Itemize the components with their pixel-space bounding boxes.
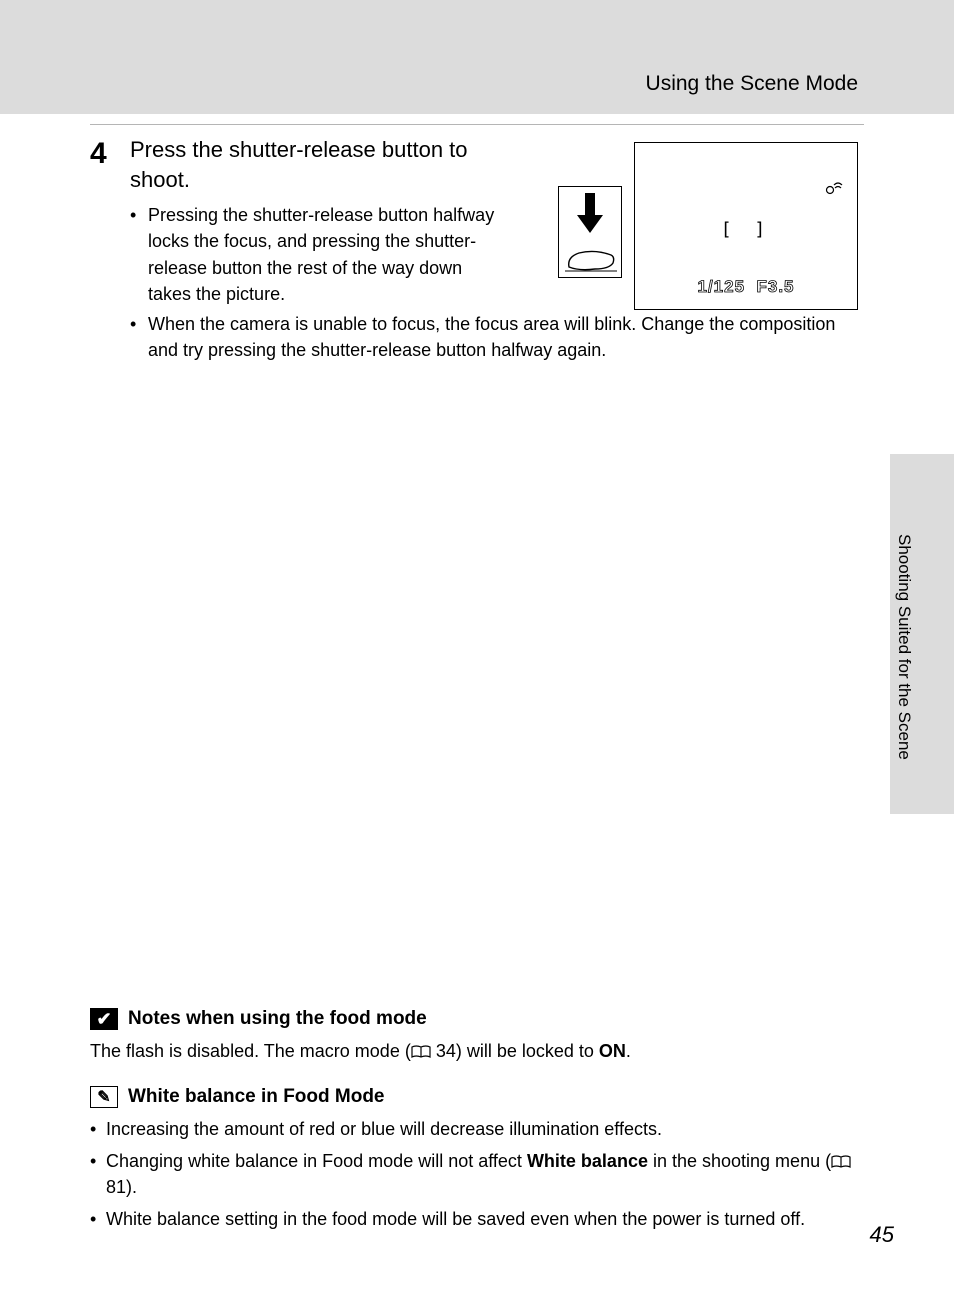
focus-brackets: [ ] — [635, 219, 857, 240]
note-title: Notes when using the food mode — [128, 1008, 427, 1030]
note-title: White balance in Food Mode — [128, 1086, 385, 1108]
top-band — [0, 0, 954, 114]
note-item: Increasing the amount of red or blue wil… — [90, 1116, 864, 1142]
page-number: 45 — [870, 1222, 894, 1248]
finger-icon — [565, 243, 617, 273]
book-icon — [411, 1045, 431, 1059]
text: 34) will be locked to — [431, 1041, 599, 1061]
note-heading: ✎ White balance in Food Mode — [90, 1086, 864, 1108]
shutter-speed: 1/125 — [697, 277, 745, 296]
on-label: ON — [599, 1041, 626, 1061]
note-item: Changing white balance in Food mode will… — [90, 1148, 864, 1200]
note-list: Increasing the amount of red or blue wil… — [90, 1116, 864, 1232]
lcd-readout: 1/125 F3.5 — [635, 277, 857, 297]
text: in the shooting menu ( — [648, 1151, 831, 1171]
side-tab-label: Shooting Suited for the Scene — [894, 534, 914, 760]
section-header: Using the Scene Mode — [646, 72, 858, 96]
book-icon — [831, 1155, 851, 1169]
notes-area: ✔ Notes when using the food mode The fla… — [90, 1008, 864, 1238]
arrow-down-icon — [577, 193, 603, 233]
note-heading: ✔ Notes when using the food mode — [90, 1008, 864, 1030]
step-heading: Press the shutter-release button to shoo… — [130, 135, 520, 194]
check-icon: ✔ — [90, 1008, 118, 1030]
step-number: 4 — [90, 139, 116, 169]
note-body: The flash is disabled. The macro mode ( … — [90, 1038, 864, 1064]
divider — [90, 124, 864, 125]
pencil-icon: ✎ — [90, 1086, 118, 1108]
bullet-item: Pressing the shutter-release button half… — [130, 202, 500, 306]
lcd-illustration: [ ] 1/125 F3.5 — [634, 142, 858, 310]
text: 81). — [106, 1177, 137, 1197]
text: Changing white balance in Food mode will… — [106, 1151, 527, 1171]
note-item: White balance setting in the food mode w… — [90, 1206, 864, 1232]
text: The flash is disabled. The macro mode ( — [90, 1041, 411, 1061]
shutter-press-illustration — [558, 186, 622, 278]
bold-text: White balance — [527, 1151, 648, 1171]
illustration-group: [ ] 1/125 F3.5 — [558, 142, 858, 310]
text: . — [626, 1041, 631, 1061]
af-icon — [825, 181, 843, 195]
aperture: F3.5 — [756, 277, 794, 296]
page: Using the Scene Mode 4 Press the shutter… — [0, 0, 954, 1314]
bullet-item: When the camera is unable to focus, the … — [130, 311, 850, 363]
